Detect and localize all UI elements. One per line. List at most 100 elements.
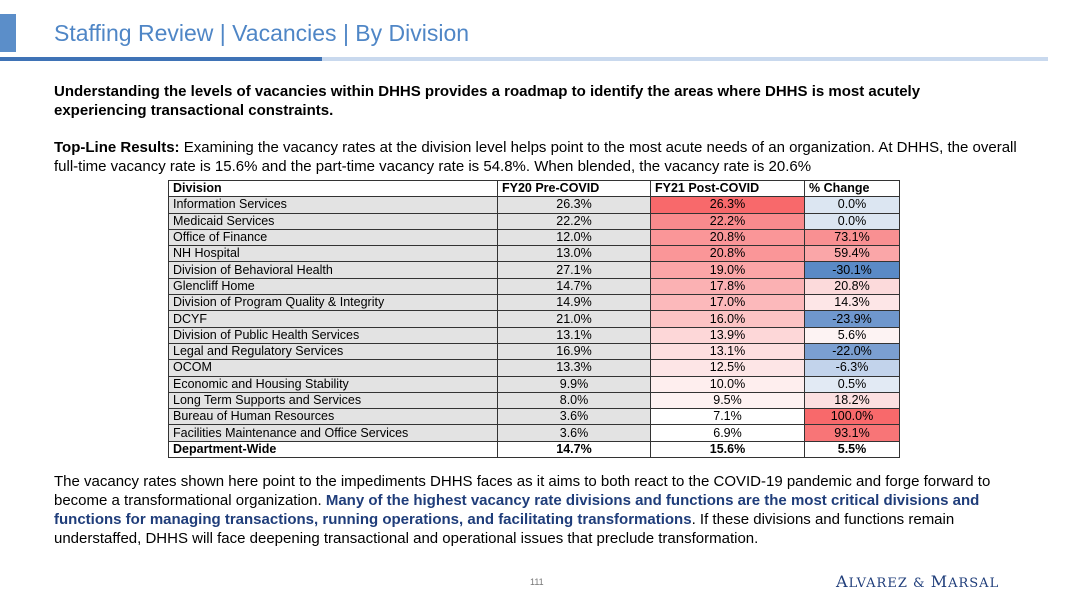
division-cell: NH Hospital — [168, 245, 498, 263]
table-row: DCYF 21.0% 16.0% -23.9% — [168, 310, 900, 328]
table-row: Division of Behavioral Health 27.1% 19.0% -… — [168, 261, 900, 279]
pre-covid-cell: 13.3% — [497, 359, 651, 377]
change-cell: -22.0% — [804, 342, 900, 361]
col-header-pre: FY20 Pre-COVID — [497, 179, 651, 198]
post-covid-cell: 10.0% — [650, 375, 805, 393]
division-cell: Information Services — [168, 196, 498, 214]
table-row: Glencliff Home 14.7% 17.8% 20.8% — [168, 277, 900, 296]
total-post-cell: 15.6% — [650, 440, 805, 459]
pre-covid-cell: 14.9% — [497, 294, 651, 312]
change-cell: 100.0% — [804, 408, 900, 426]
topline-results: Top-Line Results: Examining the vacancy … — [54, 138, 1029, 176]
post-covid-cell: 13.9% — [650, 326, 805, 344]
table-row: Medicaid Services 22.2% 22.2% 0.0% — [168, 212, 900, 230]
division-cell: Office of Finance — [168, 228, 498, 247]
pre-covid-cell: 21.0% — [497, 310, 651, 328]
change-cell: 14.3% — [804, 294, 900, 312]
division-cell: Division of Public Health Services — [168, 326, 498, 344]
closing-paragraph: The vacancy rates shown here point to th… — [54, 472, 1039, 548]
page-number: 111 — [530, 577, 544, 587]
closing-highlight: Many of the highest vacancy rate divisio… — [54, 492, 980, 528]
topline-label: Top-Line Results: — [54, 139, 180, 156]
page-title: Staffing Review | Vacancies | By Divisio… — [54, 20, 470, 46]
division-cell: OCOM — [168, 359, 498, 377]
total-pre-cell: 14.7% — [497, 440, 651, 459]
post-covid-cell: 7.1% — [650, 408, 805, 426]
col-header-division: Division — [168, 179, 498, 198]
division-cell: Glencliff Home — [168, 277, 498, 296]
pre-covid-cell: 22.2% — [497, 212, 651, 230]
table-row: Office of Finance 12.0% 20.8% 73.1% — [168, 228, 900, 247]
change-cell: -30.1% — [804, 261, 900, 279]
table-row: OCOM 13.3% 12.5% -6.3% — [168, 359, 900, 377]
pre-covid-cell: 3.6% — [497, 408, 651, 426]
pre-covid-cell: 12.0% — [497, 228, 651, 247]
change-cell: 5.6% — [804, 326, 900, 344]
post-covid-cell: 9.5% — [650, 391, 805, 410]
table-row: Legal and Regulatory Services 16.9% 13.1% -… — [168, 342, 900, 361]
division-cell: Division of Behavioral Health — [168, 261, 498, 279]
table-row: Division of Public Health Services 13.1% 1… — [168, 326, 900, 344]
col-header-post: FY21 Post-COVID — [650, 179, 805, 198]
pre-covid-cell: 16.9% — [497, 342, 651, 361]
change-cell: 18.2% — [804, 391, 900, 410]
total-change-cell: 5.5% — [804, 440, 900, 459]
col-header-change: % Change — [804, 179, 900, 198]
vacancy-table: Division FY20 Pre-COVID FY21 Post-COVID … — [168, 179, 900, 459]
post-covid-cell: 16.0% — [650, 310, 805, 328]
table-row: Economic and Housing Stability 9.9% 10.0% 0… — [168, 375, 900, 393]
pre-covid-cell: 3.6% — [497, 424, 651, 442]
division-cell: Facilities Maintenance and Office Servic… — [168, 424, 498, 442]
table-row: Bureau of Human Resources 3.6% 7.1% 100.0% — [168, 408, 900, 426]
division-cell: Legal and Regulatory Services — [168, 342, 498, 361]
table-body: Information Services 26.3% 26.3% 0.0% Medica… — [168, 196, 900, 459]
company-logo: ALVAREZ & MARSAL — [836, 572, 1000, 591]
post-covid-cell: 22.2% — [650, 212, 805, 230]
post-covid-cell: 13.1% — [650, 342, 805, 361]
closing-text-1: The vacancy rates shown here point to th… — [54, 473, 991, 509]
table-row: NH Hospital 13.0% 20.8% 59.4% — [168, 245, 900, 263]
title-accent-bar — [0, 14, 16, 52]
closing-text-2: . If these divisions and functions remai… — [54, 511, 955, 547]
intro-statement: Understanding the levels of vacancies wi… — [54, 83, 921, 119]
pre-covid-cell: 27.1% — [497, 261, 651, 279]
topline-text: Examining the vacancy rates at the divis… — [54, 139, 1017, 175]
title-rule — [0, 57, 322, 61]
change-cell: 0.0% — [804, 196, 900, 214]
change-cell: -23.9% — [804, 310, 900, 328]
table-row: Division of Program Quality & Integrity 1… — [168, 294, 900, 312]
post-covid-cell: 20.8% — [650, 245, 805, 263]
change-cell: -6.3% — [804, 359, 900, 377]
pre-covid-cell: 26.3% — [497, 196, 651, 214]
table-header-row: Division FY20 Pre-COVID FY21 Post-COVID … — [168, 179, 900, 198]
division-cell: Medicaid Services — [168, 212, 498, 230]
change-cell: 0.5% — [804, 375, 900, 393]
division-cell: DCYF — [168, 310, 498, 328]
change-cell: 93.1% — [804, 424, 900, 442]
table-row: Long Term Supports and Services 8.0% 9.5% 1… — [168, 391, 900, 410]
post-covid-cell: 20.8% — [650, 228, 805, 247]
division-cell: Bureau of Human Resources — [168, 408, 498, 426]
total-division-cell: Department-Wide — [168, 440, 498, 459]
change-cell: 20.8% — [804, 277, 900, 296]
pre-covid-cell: 13.0% — [497, 245, 651, 263]
table-row: Facilities Maintenance and Office Servic… — [168, 424, 900, 442]
division-cell: Division of Program Quality & Integrity — [168, 294, 498, 312]
pre-covid-cell: 9.9% — [497, 375, 651, 393]
table-total-row: Department-Wide 14.7% 15.6% 5.5% — [168, 440, 900, 459]
change-cell: 73.1% — [804, 228, 900, 247]
post-covid-cell: 26.3% — [650, 196, 805, 214]
post-covid-cell: 12.5% — [650, 359, 805, 377]
change-cell: 0.0% — [804, 212, 900, 230]
post-covid-cell: 6.9% — [650, 424, 805, 442]
division-cell: Economic and Housing Stability — [168, 375, 498, 393]
pre-covid-cell: 8.0% — [497, 391, 651, 410]
pre-covid-cell: 13.1% — [497, 326, 651, 344]
post-covid-cell: 19.0% — [650, 261, 805, 279]
title-rule-light — [322, 57, 1048, 61]
change-cell: 59.4% — [804, 245, 900, 263]
post-covid-cell: 17.8% — [650, 277, 805, 296]
division-cell: Long Term Supports and Services — [168, 391, 498, 410]
pre-covid-cell: 14.7% — [497, 277, 651, 296]
post-covid-cell: 17.0% — [650, 294, 805, 312]
